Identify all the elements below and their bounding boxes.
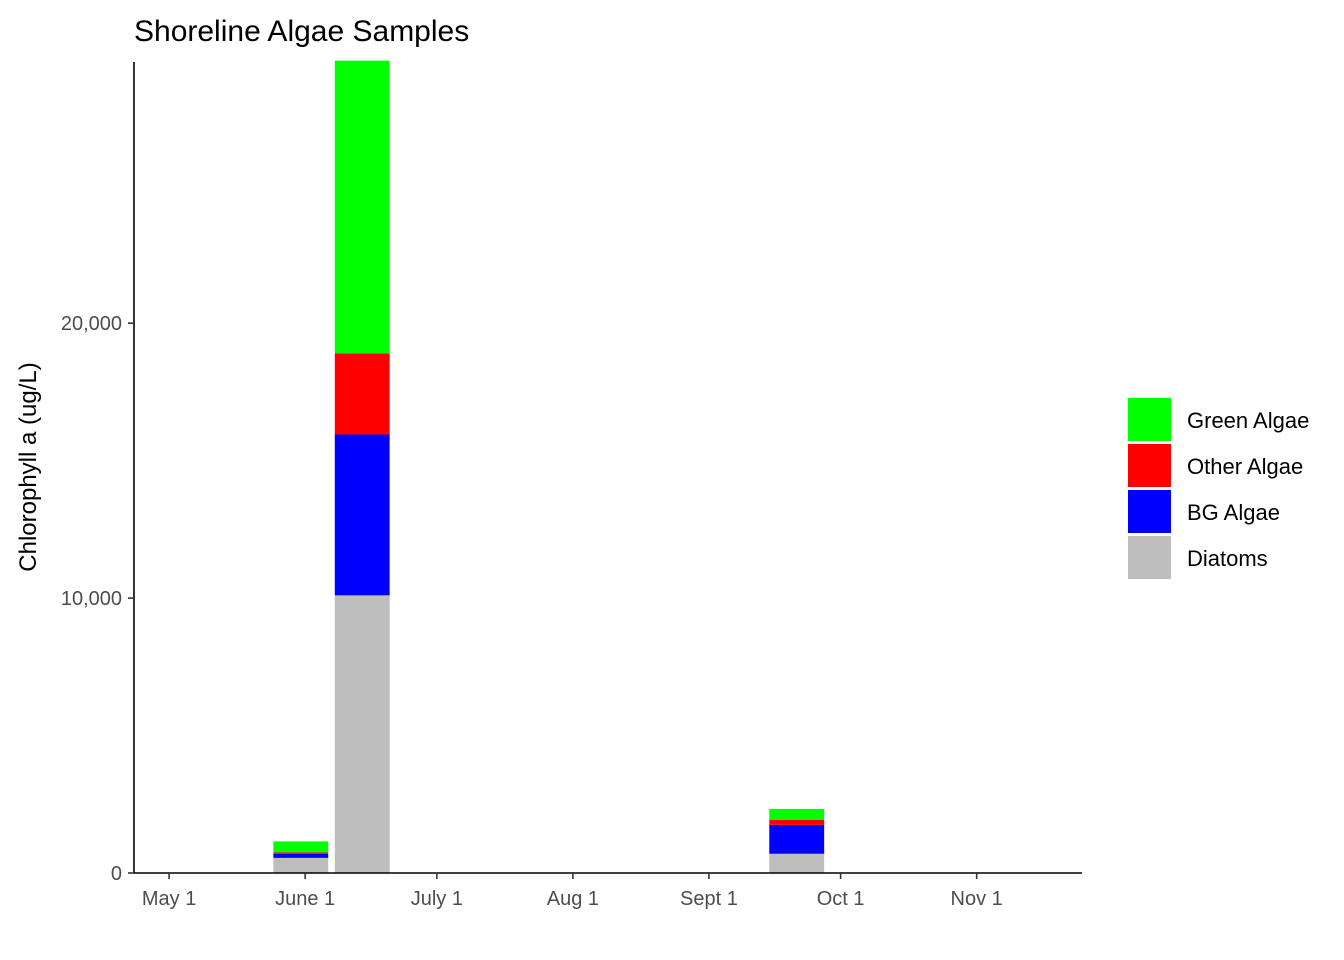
legend-key-green-algae	[1128, 398, 1171, 441]
bar-segment-other-algae	[769, 819, 825, 825]
bars-layer	[273, 60, 825, 873]
x-tick-label: Aug 1	[547, 888, 599, 910]
x-ticks: May 1 June 1 July 1 Aug 1 Sept 1 Oct 1 Nov 1	[142, 873, 1003, 910]
legend-key-diatoms	[1128, 536, 1171, 579]
y-tick-label: 0	[111, 863, 122, 885]
x-tick-label: May 1	[142, 888, 196, 910]
legend-key-other-algae	[1128, 444, 1171, 487]
x-tick-label: Sept 1	[680, 888, 738, 910]
bar-segment-diatoms	[769, 853, 825, 873]
y-ticks: 0 10,000 20,000	[61, 313, 134, 885]
bar-segment-other-algae	[334, 353, 390, 435]
y-axis-title: Chlorophyll a (ug/L)	[15, 362, 42, 571]
legend-label: BG Algae	[1187, 500, 1280, 525]
x-tick-label: Oct 1	[817, 888, 865, 910]
y-tick-label: 10,000	[61, 588, 122, 610]
bar-segment-bg-algae	[334, 434, 390, 596]
x-tick-label: Nov 1	[951, 888, 1003, 910]
chart-title: Shoreline Algae Samples	[134, 15, 469, 48]
legend: Green Algae Other Algae BG Algae Diatoms	[1128, 398, 1309, 579]
legend-label: Other Algae	[1187, 454, 1303, 479]
legend-label: Diatoms	[1187, 546, 1268, 571]
bar-segment-diatoms	[334, 595, 390, 873]
x-tick-label: July 1	[411, 888, 463, 910]
bar-segment-green-algae	[273, 841, 329, 853]
bar-segment-other-algae	[273, 852, 329, 854]
y-tick-label: 20,000	[61, 313, 122, 335]
legend-label: Green Algae	[1187, 408, 1309, 433]
bar-segment-green-algae	[334, 60, 390, 354]
legend-key-bg-algae	[1128, 490, 1171, 533]
bar-segment-bg-algae	[769, 824, 825, 854]
bar-segment-diatoms	[273, 857, 329, 873]
bar-segment-green-algae	[769, 808, 825, 820]
bar-segment-bg-algae	[273, 853, 329, 858]
x-tick-label: June 1	[275, 888, 335, 910]
